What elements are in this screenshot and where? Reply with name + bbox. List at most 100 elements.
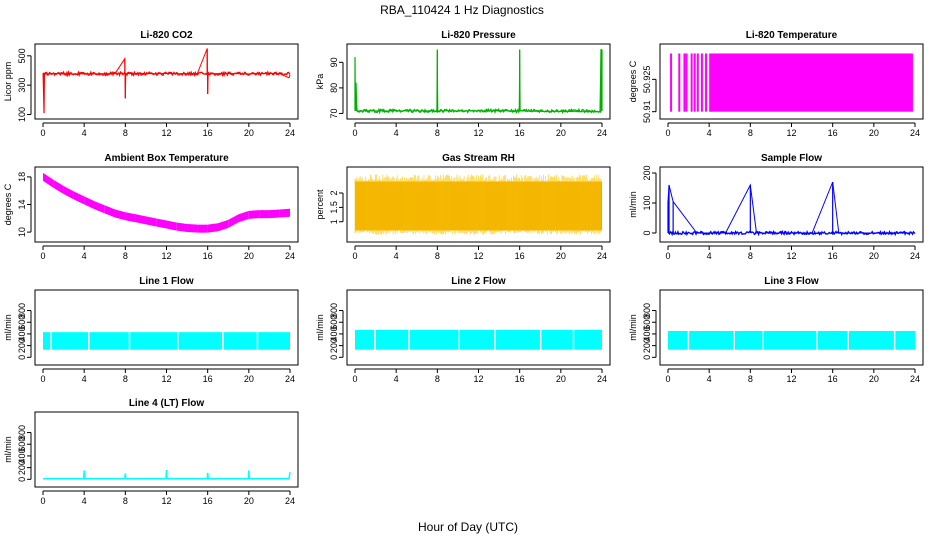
y-tick-label: 600 <box>642 315 652 330</box>
series-fill <box>710 53 913 112</box>
y-tick-label: 0 <box>642 230 652 235</box>
series-gap <box>932 331 935 350</box>
x-tick-label: 0 <box>352 251 357 261</box>
x-tick-label: 16 <box>203 496 213 506</box>
x-tick-label: 4 <box>82 496 87 506</box>
y-tick-label: 2 <box>329 190 339 195</box>
y-tick-label: 600 <box>329 315 339 330</box>
x-tick-label: 16 <box>828 374 838 384</box>
y-tick-label: 200 <box>642 338 652 353</box>
x-tick-label: 16 <box>828 128 838 138</box>
series-7 <box>355 329 666 350</box>
x-tick-label: 24 <box>597 128 607 138</box>
x-tick-label: 8 <box>123 374 128 384</box>
series-gap <box>374 329 376 350</box>
x-tick-label: 24 <box>285 496 295 506</box>
x-tick-label: 12 <box>473 374 483 384</box>
x-tick-label: 20 <box>244 496 254 506</box>
series-9 <box>43 469 291 480</box>
y-tick-label: 50.925 <box>642 66 652 94</box>
series-line <box>42 48 291 114</box>
x-tick-label: 12 <box>161 128 171 138</box>
x-tick-label: 12 <box>161 251 171 261</box>
panel-title: Li-820 Temperature <box>746 30 838 41</box>
series-6 <box>43 332 345 350</box>
series-band <box>104 205 116 218</box>
x-tick-label: 4 <box>394 374 399 384</box>
y-axis-label: percent <box>315 189 325 220</box>
y-tick-label: 0 <box>17 355 27 360</box>
plot-frame <box>34 43 299 120</box>
series-baseline <box>668 229 916 237</box>
series-0 <box>42 48 291 114</box>
x-tick-label: 16 <box>203 251 213 261</box>
plot-frame <box>659 43 924 120</box>
x-tick-label: 12 <box>161 374 171 384</box>
y-tick-label: 800 <box>17 425 27 440</box>
x-tick-label: 12 <box>161 496 171 506</box>
y-tick-label: 400 <box>17 448 27 463</box>
y-tick-label: 0 <box>17 477 27 482</box>
y-tick-label: 500 <box>17 48 27 63</box>
x-axis: 0 4 8 12 16 20 24 <box>665 245 920 261</box>
series-band <box>94 201 105 214</box>
series-3 <box>43 172 290 233</box>
series-band <box>279 208 290 218</box>
x-tick-label: 24 <box>597 374 607 384</box>
series-5 <box>667 181 916 237</box>
x-tick-label: 20 <box>556 374 566 384</box>
y-tick-label: 90 <box>329 57 339 67</box>
series-bar <box>693 53 696 112</box>
series-gap <box>222 332 224 350</box>
series-gap <box>572 329 575 350</box>
x-tick-label: 24 <box>285 128 295 138</box>
series-gap <box>177 332 179 350</box>
series-band <box>53 179 64 195</box>
series-band <box>248 210 260 219</box>
x-tick-label: 20 <box>556 128 566 138</box>
x-axis: 0 4 8 12 16 20 24 <box>40 368 295 384</box>
x-tick-label: 16 <box>203 374 213 384</box>
y-axis-label: ml/min <box>3 436 13 463</box>
x-axis: 0 4 8 12 16 20 24 <box>40 245 295 261</box>
y-tick-label: 1.5 <box>329 201 339 214</box>
y-tick-label: 18 <box>17 172 27 182</box>
x-tick-label: 0 <box>665 128 670 138</box>
x-tick-label: 8 <box>123 128 128 138</box>
plot-frame <box>346 289 611 366</box>
x-tick-label: 24 <box>910 128 920 138</box>
plot-frame <box>34 289 299 366</box>
series-gap <box>816 331 818 350</box>
series-2 <box>670 53 913 112</box>
y-tick-label: 200 <box>642 165 652 180</box>
y-tick-label: 0 <box>329 355 339 360</box>
series-gap <box>762 331 764 350</box>
figure-xlabel: Hour of Day (UTC) <box>418 520 518 534</box>
y-tick-label: 200 <box>329 338 339 353</box>
panel-0: Li-820 CO2 0 4 8 12 16 20 24 100 300 500 Licor ppm <box>3 30 299 138</box>
y-tick-label: 600 <box>17 315 27 330</box>
x-tick-label: 24 <box>285 374 295 384</box>
series-band <box>115 209 126 221</box>
x-axis: 0 4 8 12 16 20 24 <box>665 122 920 138</box>
x-axis: 0 4 8 12 16 20 24 <box>665 368 920 384</box>
series-gap <box>256 332 259 350</box>
x-tick-label: 16 <box>515 128 525 138</box>
x-tick-label: 0 <box>40 374 45 384</box>
series-gap <box>733 331 736 350</box>
x-tick-label: 0 <box>40 128 45 138</box>
y-axis-label: ml/min <box>315 314 325 341</box>
series-band <box>187 223 198 233</box>
y-axis: 0 100 200 <box>642 165 657 236</box>
series-line <box>43 469 291 480</box>
x-tick-label: 8 <box>435 251 440 261</box>
y-axis-label: kPa <box>315 74 325 90</box>
x-tick-label: 16 <box>203 128 213 138</box>
series-line <box>354 49 602 113</box>
x-tick-label: 16 <box>828 251 838 261</box>
y-tick-label: 0 <box>642 355 652 360</box>
x-tick-label: 20 <box>869 128 879 138</box>
